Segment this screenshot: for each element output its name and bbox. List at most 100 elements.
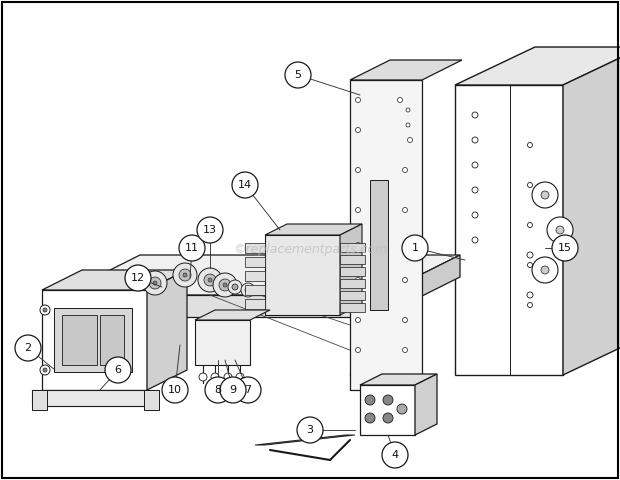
Circle shape [228,280,242,294]
Circle shape [15,335,41,361]
Circle shape [224,373,232,381]
Circle shape [402,277,407,283]
Polygon shape [340,291,365,300]
Circle shape [552,235,578,261]
Text: 7: 7 [244,385,252,395]
Polygon shape [62,315,97,365]
Circle shape [472,137,478,143]
Text: 9: 9 [229,385,237,395]
Circle shape [406,108,410,112]
Polygon shape [245,271,265,281]
Polygon shape [340,267,365,276]
Circle shape [355,348,360,352]
Polygon shape [340,224,362,315]
Circle shape [204,274,216,286]
Circle shape [199,373,207,381]
Polygon shape [265,224,362,235]
Circle shape [355,207,360,213]
Text: 10: 10 [168,385,182,395]
Circle shape [355,317,360,323]
Polygon shape [195,310,270,320]
Circle shape [285,62,311,88]
Circle shape [528,182,533,188]
Circle shape [365,395,375,405]
Circle shape [198,268,222,292]
Polygon shape [360,385,415,435]
Circle shape [402,235,428,261]
Text: 5: 5 [294,70,301,80]
Polygon shape [60,295,380,317]
Text: 8: 8 [215,385,221,395]
Polygon shape [340,303,365,312]
Polygon shape [360,374,437,385]
Polygon shape [455,85,563,375]
Circle shape [397,97,402,103]
Circle shape [402,242,407,248]
Text: 13: 13 [203,225,217,235]
Polygon shape [245,299,265,309]
Circle shape [547,217,573,243]
Polygon shape [455,47,620,85]
Circle shape [43,308,47,312]
Circle shape [236,373,244,381]
Polygon shape [60,255,460,295]
Circle shape [179,235,205,261]
Circle shape [556,226,564,234]
Circle shape [472,237,478,243]
Circle shape [232,284,238,290]
Circle shape [43,368,47,372]
Circle shape [355,242,360,248]
Circle shape [245,287,251,293]
Circle shape [365,413,375,423]
Circle shape [528,223,533,228]
Circle shape [472,162,478,168]
Circle shape [383,413,393,423]
Circle shape [125,265,151,291]
Circle shape [541,191,549,199]
Circle shape [219,279,231,291]
Circle shape [532,257,558,283]
Text: 14: 14 [238,180,252,190]
Circle shape [528,263,533,267]
Polygon shape [350,80,422,390]
Polygon shape [563,47,620,375]
Circle shape [402,348,407,352]
Circle shape [143,271,167,295]
Circle shape [149,277,161,289]
Polygon shape [54,308,132,372]
Circle shape [402,168,407,172]
Circle shape [162,377,188,403]
Polygon shape [370,180,388,310]
Polygon shape [340,243,365,252]
Circle shape [402,317,407,323]
Polygon shape [32,390,155,406]
Circle shape [355,128,360,132]
Circle shape [383,395,393,405]
Circle shape [297,417,323,443]
Circle shape [541,266,549,274]
Circle shape [397,404,407,414]
Polygon shape [265,235,340,315]
Text: 11: 11 [185,243,199,253]
Circle shape [205,377,231,403]
Polygon shape [350,60,462,80]
Circle shape [402,207,407,213]
Polygon shape [245,285,265,295]
Circle shape [220,377,246,403]
Circle shape [472,212,478,218]
Polygon shape [144,390,159,410]
Text: 3: 3 [306,425,314,435]
Circle shape [179,269,191,281]
Polygon shape [32,390,47,410]
Circle shape [241,283,255,297]
Circle shape [105,357,131,383]
Circle shape [232,172,258,198]
Circle shape [382,442,408,468]
Text: 12: 12 [131,273,145,283]
Circle shape [211,373,219,381]
Text: 15: 15 [558,243,572,253]
Text: 2: 2 [24,343,32,353]
Circle shape [197,217,223,243]
Circle shape [406,123,410,127]
Polygon shape [255,435,355,445]
